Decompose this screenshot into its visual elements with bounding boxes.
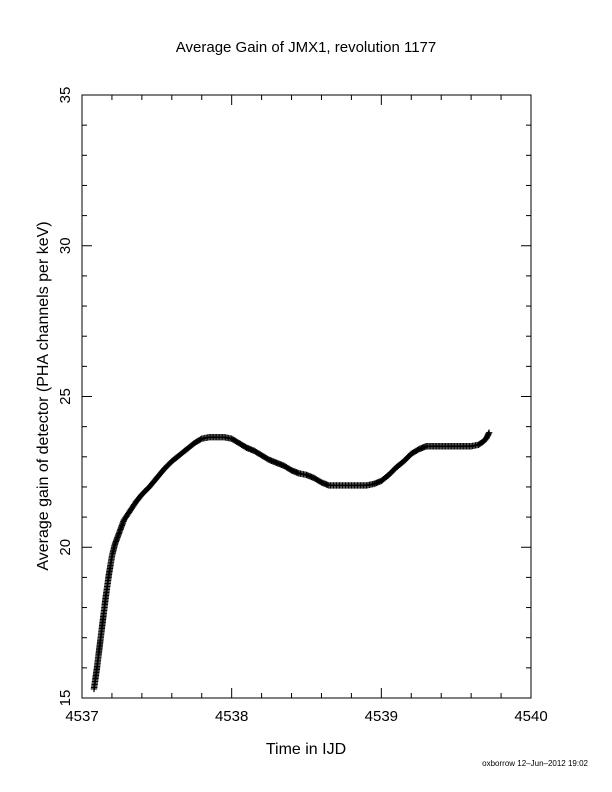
y-axis-label: Average gain of detector (PHA channels p…	[35, 221, 52, 570]
x-tick-label: 4540	[514, 708, 547, 725]
chart-title: Average Gain of JMX1, revolution 1177	[176, 39, 436, 56]
data-points	[90, 429, 493, 693]
y-tick-label: 35	[57, 87, 74, 104]
x-tick-labels: 4537 4538 4539 4540	[65, 708, 547, 725]
data-point-marker	[485, 429, 493, 436]
x-tick-label: 4539	[365, 708, 398, 725]
x-axis-label: Time in IJD	[266, 741, 346, 758]
x-tick-label: 4538	[215, 708, 248, 725]
y-tick-label: 15	[57, 690, 74, 707]
y-tick-label: 30	[57, 237, 74, 254]
y-tick-label: 20	[57, 539, 74, 556]
plot-frame	[81, 94, 532, 699]
data-point-marker	[197, 436, 204, 443]
y-tick-label: 25	[57, 388, 74, 405]
footer-credit: oxborrow 12–Jun–2012 19:02	[482, 759, 588, 768]
x-tick-label: 4537	[65, 708, 98, 725]
y-tick-labels: 15 20 25 30 35	[57, 87, 74, 707]
axis-ticks	[81, 94, 532, 699]
